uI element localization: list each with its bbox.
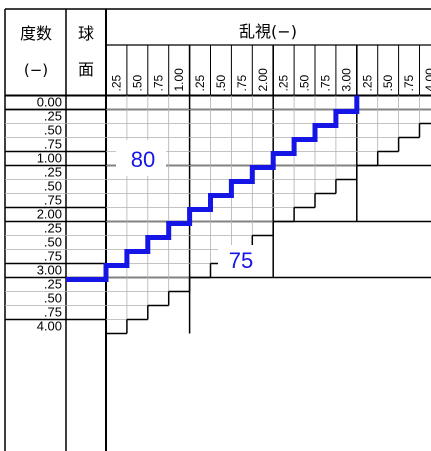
column-label: .50 [298, 74, 312, 91]
column-label: 2.00 [256, 68, 270, 92]
column-labels: .25 .50 .75 1.00 .25 .50 .75 2.00 .25 .50 .75 3.00.… [109, 68, 431, 92]
sphere-label-bottom: 面 [78, 60, 94, 79]
row-label: 4.00 [37, 319, 62, 334]
column-label: .75 [318, 74, 332, 91]
row-label: .75 [44, 137, 62, 152]
region-80-backdrop [116, 140, 166, 176]
row-label: .25 [44, 165, 62, 180]
sphere-label-top: 球 [78, 24, 94, 43]
row-label: 1.00 [37, 151, 62, 166]
row-label: 2.00 [37, 207, 62, 222]
column-label: .50 [381, 74, 395, 91]
region-75-backdrop [218, 245, 264, 275]
row-label: .50 [44, 291, 62, 306]
column-label: .25 [109, 74, 123, 91]
row-label: .50 [44, 179, 62, 194]
column-label: 4.00 [423, 68, 431, 92]
boundary [66, 95, 360, 282]
column-label: .50 [214, 74, 228, 91]
row-label: 0.00 [37, 95, 62, 110]
row-label: .50 [44, 123, 62, 138]
row-label: .75 [44, 305, 62, 320]
column-label: .75 [151, 74, 165, 91]
astigmatism-label: 乱視(−) [239, 22, 297, 41]
column-label: 1.00 [172, 68, 186, 92]
row-label: .25 [44, 277, 62, 292]
column-label: .75 [402, 74, 416, 91]
stair-lines [106, 122, 431, 335]
region-75-label: 75 [229, 248, 253, 273]
row-label: .75 [44, 193, 62, 208]
degree-unit: (−) [24, 61, 48, 79]
column-label: .25 [360, 74, 374, 91]
column-label: .25 [193, 74, 207, 91]
column-label: .25 [277, 74, 291, 91]
column-label: 3.00 [339, 68, 353, 92]
boundary-line [66, 95, 360, 282]
row-label: .25 [44, 221, 62, 236]
row-label: .25 [44, 109, 62, 124]
row-label: .50 [44, 235, 62, 250]
column-label: .75 [235, 74, 249, 91]
column-label: .50 [130, 74, 144, 91]
row-label: .75 [44, 249, 62, 264]
row-label: 3.00 [37, 263, 62, 278]
degree-label: 度数 [20, 24, 52, 43]
row-labels: 0.00.25.50.751.00.25.50.752.00.25.50.753… [37, 95, 62, 334]
region-80-label: 80 [131, 147, 155, 172]
